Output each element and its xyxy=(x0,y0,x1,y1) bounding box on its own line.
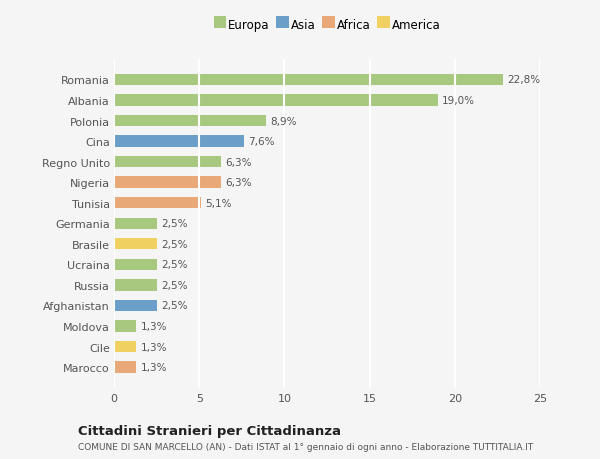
Text: 2,5%: 2,5% xyxy=(161,260,187,270)
Bar xyxy=(114,321,136,332)
Text: 7,6%: 7,6% xyxy=(248,137,274,147)
Bar xyxy=(114,341,136,353)
Bar xyxy=(114,239,157,250)
Bar xyxy=(114,136,244,147)
Text: 1,3%: 1,3% xyxy=(140,321,167,331)
Text: 22,8%: 22,8% xyxy=(507,75,540,85)
Text: Cittadini Stranieri per Cittadinanza: Cittadini Stranieri per Cittadinanza xyxy=(78,425,341,437)
Bar xyxy=(114,362,136,373)
Bar xyxy=(114,95,438,106)
Text: 1,3%: 1,3% xyxy=(140,362,167,372)
Text: 2,5%: 2,5% xyxy=(161,219,187,229)
Bar xyxy=(114,116,266,127)
Bar xyxy=(114,300,157,311)
Text: 1,3%: 1,3% xyxy=(140,342,167,352)
Bar xyxy=(114,280,157,291)
Bar xyxy=(114,157,221,168)
Text: 5,1%: 5,1% xyxy=(205,198,232,208)
Text: 19,0%: 19,0% xyxy=(442,96,475,106)
Text: 2,5%: 2,5% xyxy=(161,301,187,311)
Bar xyxy=(114,198,201,209)
Bar xyxy=(114,218,157,230)
Text: 8,9%: 8,9% xyxy=(270,116,296,126)
Bar xyxy=(114,177,221,188)
Text: COMUNE DI SAN MARCELLO (AN) - Dati ISTAT al 1° gennaio di ogni anno - Elaborazio: COMUNE DI SAN MARCELLO (AN) - Dati ISTAT… xyxy=(78,442,533,451)
Legend: Europa, Asia, Africa, America: Europa, Asia, Africa, America xyxy=(211,17,443,34)
Text: 6,3%: 6,3% xyxy=(226,178,252,188)
Text: 2,5%: 2,5% xyxy=(161,280,187,290)
Bar xyxy=(114,259,157,270)
Text: 2,5%: 2,5% xyxy=(161,239,187,249)
Text: 6,3%: 6,3% xyxy=(226,157,252,167)
Bar xyxy=(114,75,503,86)
